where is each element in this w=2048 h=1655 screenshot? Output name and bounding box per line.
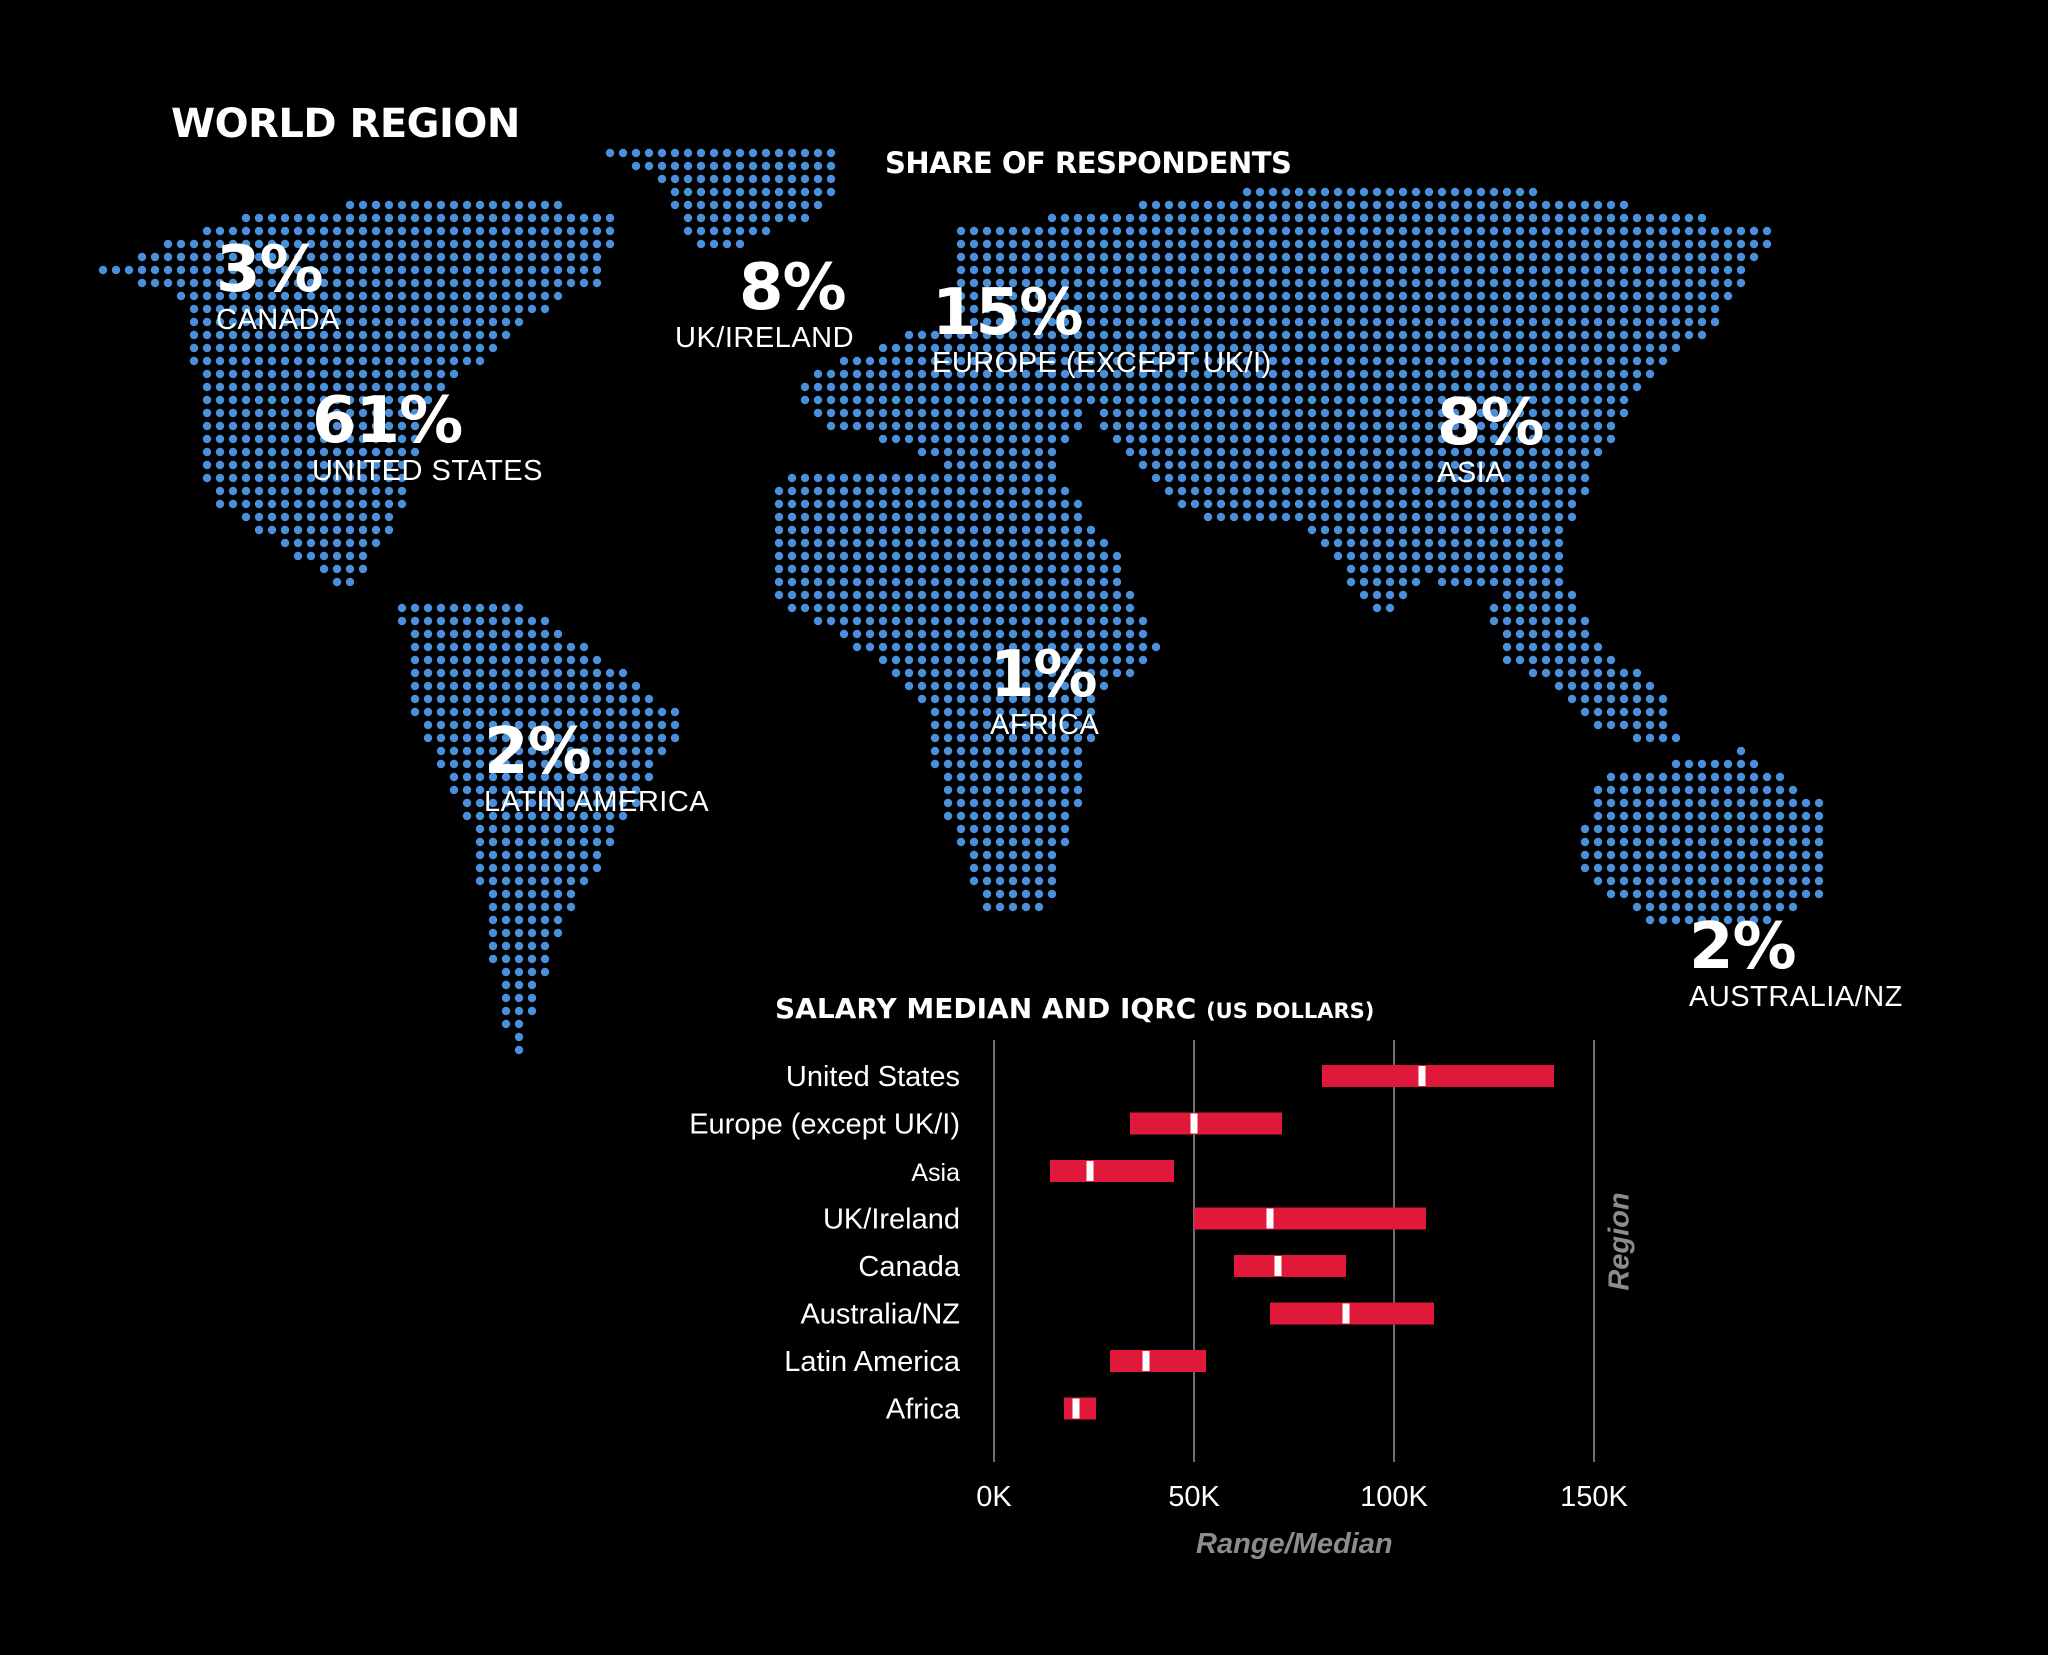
canada-name: CANADA bbox=[216, 304, 340, 336]
category-label-africa: Africa bbox=[886, 1394, 961, 1426]
region-latin-america: 2% LATIN AMERICA bbox=[484, 720, 709, 817]
canada-percent: 3% bbox=[216, 233, 324, 307]
x-tick-label-100k: 100K bbox=[1360, 1481, 1428, 1513]
world-region-title: WORLD REGION bbox=[171, 101, 520, 147]
australia-nz-name: AUSTRALIA/NZ bbox=[1689, 981, 1903, 1013]
asia-percent: 8% bbox=[1437, 386, 1545, 460]
range-bar-africa bbox=[1064, 1397, 1096, 1420]
region-canada: 3% CANADA bbox=[216, 238, 340, 335]
category-label-europe-except-uk-i: Europe (except UK/I) bbox=[689, 1109, 960, 1141]
range-bar-uk-ireland bbox=[1194, 1207, 1426, 1230]
region-asia: 8% ASIA bbox=[1437, 386, 1545, 489]
united-states-percent: 61% bbox=[312, 384, 463, 458]
median-marker-europe-except-uk-i bbox=[1190, 1113, 1198, 1134]
category-label-australia-nz: Australia/NZ bbox=[800, 1299, 960, 1331]
range-bar-canada bbox=[1234, 1255, 1346, 1277]
median-marker-canada bbox=[1274, 1256, 1282, 1276]
europe-percent: 15% bbox=[932, 276, 1083, 350]
australia-nz-percent: 2% bbox=[1689, 910, 1797, 984]
x-tick-label-150k: 150K bbox=[1560, 1481, 1628, 1513]
region-uk-ireland: 8% UK/IRELAND bbox=[675, 256, 854, 353]
range-bar-latin-america bbox=[1110, 1350, 1206, 1372]
median-marker-asia bbox=[1086, 1161, 1094, 1181]
x-tick-label-0k: 0K bbox=[976, 1481, 1012, 1513]
salary-chart-title: SALARY MEDIAN AND IQRC (US DOLLARS) bbox=[775, 992, 1374, 1025]
median-marker-uk-ireland bbox=[1266, 1208, 1274, 1229]
median-marker-africa bbox=[1072, 1398, 1080, 1419]
asia-name: ASIA bbox=[1437, 457, 1506, 489]
range-bar-europe-except-uk-i bbox=[1130, 1112, 1282, 1135]
united-states-name: UNITED STATES bbox=[312, 455, 543, 487]
x-tick-label-50k: 50K bbox=[1168, 1481, 1220, 1513]
latin-america-name: LATIN AMERICA bbox=[484, 786, 710, 818]
category-label-united-states: United States bbox=[786, 1061, 960, 1093]
region-europe: 15% EUROPE (EXCEPT UK/I) bbox=[932, 281, 1272, 378]
range-bar-asia bbox=[1050, 1160, 1174, 1182]
median-marker-australia-nz bbox=[1342, 1303, 1350, 1324]
range-bar-australia-nz bbox=[1270, 1302, 1434, 1325]
region-africa: 1% AFRICA bbox=[990, 643, 1099, 740]
region-australia-nz: 2% AUSTRALIA/NZ bbox=[1689, 915, 1903, 1012]
africa-percent: 1% bbox=[990, 638, 1098, 712]
salary-title-main: SALARY MEDIAN AND IQRC bbox=[775, 992, 1197, 1025]
share-of-respondents-title: SHARE OF RESPONDENTS bbox=[885, 146, 1292, 180]
median-marker-latin-america bbox=[1142, 1351, 1150, 1371]
africa-name: AFRICA bbox=[990, 709, 1100, 741]
range-bar-united-states bbox=[1322, 1065, 1554, 1087]
region-united-states: 61% UNITED STATES bbox=[312, 389, 543, 486]
category-label-uk-ireland: UK/Ireland bbox=[823, 1204, 960, 1236]
europe-name: EUROPE (EXCEPT UK/I) bbox=[932, 347, 1272, 379]
latin-america-percent: 2% bbox=[484, 715, 592, 789]
category-label-latin-america: Latin America bbox=[784, 1346, 961, 1378]
x-axis-title: Range/Median bbox=[1196, 1528, 1393, 1560]
median-marker-united-states bbox=[1418, 1066, 1426, 1086]
y-axis-title: Region bbox=[1603, 1192, 1636, 1291]
category-label-canada: Canada bbox=[858, 1251, 960, 1283]
uk-ireland-percent: 8% bbox=[739, 251, 847, 325]
salary-title-sub: (US DOLLARS) bbox=[1206, 999, 1375, 1023]
uk-ireland-name: UK/IRELAND bbox=[675, 322, 855, 354]
category-label-asia: Asia bbox=[911, 1159, 960, 1187]
